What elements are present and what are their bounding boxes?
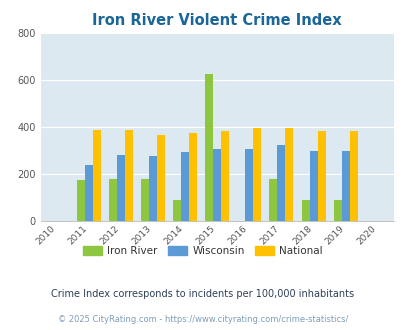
Bar bbox=[317, 131, 325, 221]
Bar bbox=[149, 156, 157, 221]
Bar bbox=[141, 179, 149, 221]
Bar bbox=[301, 200, 309, 221]
Bar bbox=[93, 130, 100, 221]
Bar bbox=[349, 131, 357, 221]
Text: Crime Index corresponds to incidents per 100,000 inhabitants: Crime Index corresponds to incidents per… bbox=[51, 289, 354, 299]
Bar bbox=[117, 154, 125, 221]
Bar bbox=[173, 200, 181, 221]
Bar bbox=[253, 127, 261, 221]
Bar bbox=[269, 179, 277, 221]
Bar bbox=[205, 74, 213, 221]
Bar bbox=[125, 130, 132, 221]
Bar bbox=[221, 131, 229, 221]
Bar bbox=[213, 149, 221, 221]
Bar bbox=[285, 127, 293, 221]
Bar bbox=[85, 165, 93, 221]
Bar bbox=[277, 145, 285, 221]
Bar bbox=[189, 133, 197, 221]
Bar bbox=[309, 151, 317, 221]
Text: © 2025 CityRating.com - https://www.cityrating.com/crime-statistics/: © 2025 CityRating.com - https://www.city… bbox=[58, 315, 347, 324]
Bar bbox=[109, 179, 117, 221]
Bar bbox=[341, 151, 349, 221]
Bar bbox=[181, 152, 189, 221]
Bar bbox=[245, 149, 253, 221]
Bar bbox=[77, 180, 85, 221]
Legend: Iron River, Wisconsin, National: Iron River, Wisconsin, National bbox=[79, 242, 326, 260]
Bar bbox=[157, 135, 164, 221]
Bar bbox=[333, 200, 341, 221]
Title: Iron River Violent Crime Index: Iron River Violent Crime Index bbox=[92, 13, 341, 28]
